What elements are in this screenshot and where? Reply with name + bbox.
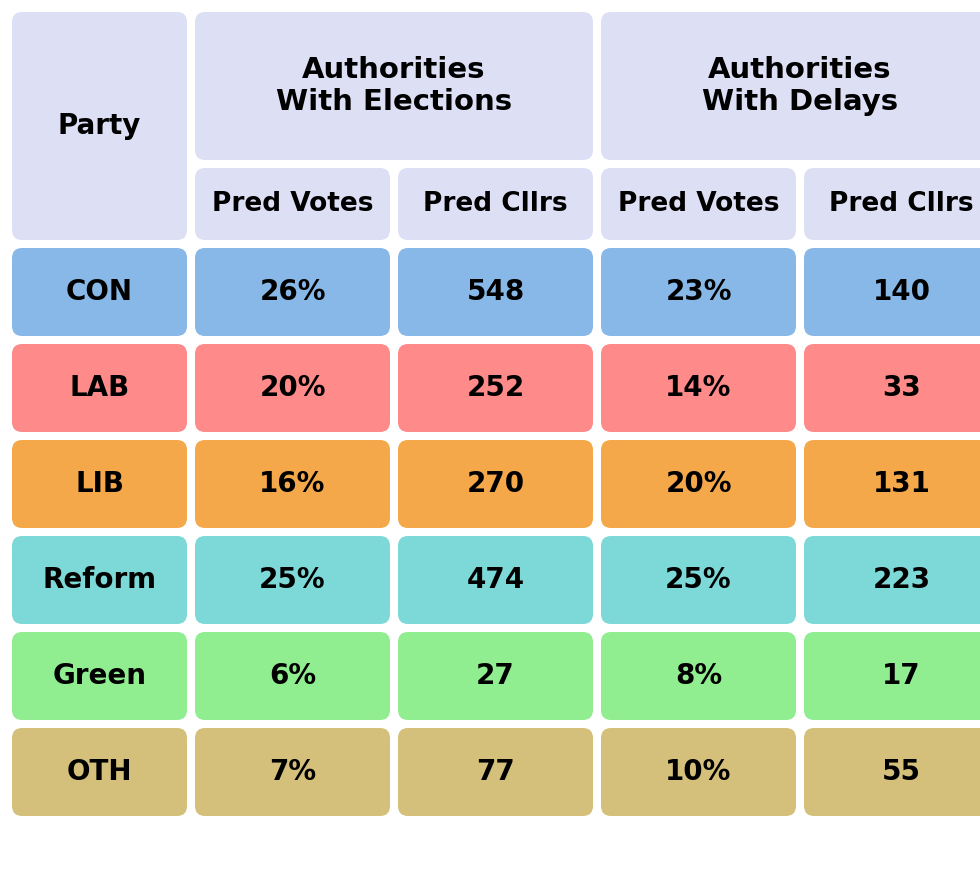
Text: 474: 474 xyxy=(466,566,524,594)
Text: 55: 55 xyxy=(882,758,921,786)
Text: LIB: LIB xyxy=(75,470,124,498)
FancyBboxPatch shape xyxy=(804,728,980,816)
Text: 140: 140 xyxy=(872,278,930,306)
FancyBboxPatch shape xyxy=(398,168,593,240)
FancyBboxPatch shape xyxy=(195,632,390,720)
FancyBboxPatch shape xyxy=(601,728,796,816)
Text: 20%: 20% xyxy=(665,470,732,498)
FancyBboxPatch shape xyxy=(601,12,980,160)
Text: 25%: 25% xyxy=(259,566,325,594)
Text: 23%: 23% xyxy=(665,278,732,306)
FancyBboxPatch shape xyxy=(804,632,980,720)
FancyBboxPatch shape xyxy=(12,248,187,336)
FancyBboxPatch shape xyxy=(12,632,187,720)
FancyBboxPatch shape xyxy=(195,344,390,432)
FancyBboxPatch shape xyxy=(195,536,390,624)
FancyBboxPatch shape xyxy=(804,344,980,432)
Text: 26%: 26% xyxy=(260,278,325,306)
FancyBboxPatch shape xyxy=(12,344,187,432)
Text: Pred Votes: Pred Votes xyxy=(212,191,373,217)
FancyBboxPatch shape xyxy=(195,440,390,528)
Text: 27: 27 xyxy=(476,662,514,690)
FancyBboxPatch shape xyxy=(195,12,593,160)
FancyBboxPatch shape xyxy=(601,632,796,720)
Text: Reform: Reform xyxy=(42,566,157,594)
Text: Green: Green xyxy=(53,662,146,690)
FancyBboxPatch shape xyxy=(804,440,980,528)
FancyBboxPatch shape xyxy=(601,344,796,432)
FancyBboxPatch shape xyxy=(601,440,796,528)
Text: Pred Cllrs: Pred Cllrs xyxy=(829,191,974,217)
FancyBboxPatch shape xyxy=(804,248,980,336)
Text: 14%: 14% xyxy=(665,374,732,402)
FancyBboxPatch shape xyxy=(601,168,796,240)
Text: 17: 17 xyxy=(882,662,921,690)
Text: Pred Votes: Pred Votes xyxy=(617,191,779,217)
Text: OTH: OTH xyxy=(67,758,132,786)
Text: 223: 223 xyxy=(872,566,931,594)
Text: 10%: 10% xyxy=(665,758,732,786)
Text: 8%: 8% xyxy=(675,662,722,690)
FancyBboxPatch shape xyxy=(12,728,187,816)
Text: 16%: 16% xyxy=(260,470,325,498)
Text: LAB: LAB xyxy=(70,374,129,402)
Text: 548: 548 xyxy=(466,278,524,306)
Text: Pred Cllrs: Pred Cllrs xyxy=(423,191,567,217)
Text: 77: 77 xyxy=(476,758,514,786)
FancyBboxPatch shape xyxy=(398,344,593,432)
FancyBboxPatch shape xyxy=(195,168,390,240)
FancyBboxPatch shape xyxy=(804,536,980,624)
FancyBboxPatch shape xyxy=(398,440,593,528)
Text: 7%: 7% xyxy=(269,758,317,786)
FancyBboxPatch shape xyxy=(601,248,796,336)
Text: 252: 252 xyxy=(466,374,524,402)
FancyBboxPatch shape xyxy=(398,632,593,720)
FancyBboxPatch shape xyxy=(804,168,980,240)
FancyBboxPatch shape xyxy=(12,12,187,240)
FancyBboxPatch shape xyxy=(195,248,390,336)
FancyBboxPatch shape xyxy=(398,536,593,624)
Text: Party: Party xyxy=(58,112,141,140)
FancyBboxPatch shape xyxy=(601,536,796,624)
Text: 131: 131 xyxy=(872,470,930,498)
FancyBboxPatch shape xyxy=(12,536,187,624)
Text: 25%: 25% xyxy=(665,566,732,594)
Text: CON: CON xyxy=(66,278,133,306)
Text: 6%: 6% xyxy=(269,662,317,690)
FancyBboxPatch shape xyxy=(398,728,593,816)
FancyBboxPatch shape xyxy=(195,728,390,816)
Text: Authorities
With Delays: Authorities With Delays xyxy=(702,56,898,117)
Text: 20%: 20% xyxy=(260,374,325,402)
FancyBboxPatch shape xyxy=(398,248,593,336)
FancyBboxPatch shape xyxy=(12,440,187,528)
Text: 33: 33 xyxy=(882,374,921,402)
Text: 270: 270 xyxy=(466,470,524,498)
Text: Authorities
With Elections: Authorities With Elections xyxy=(276,56,513,117)
